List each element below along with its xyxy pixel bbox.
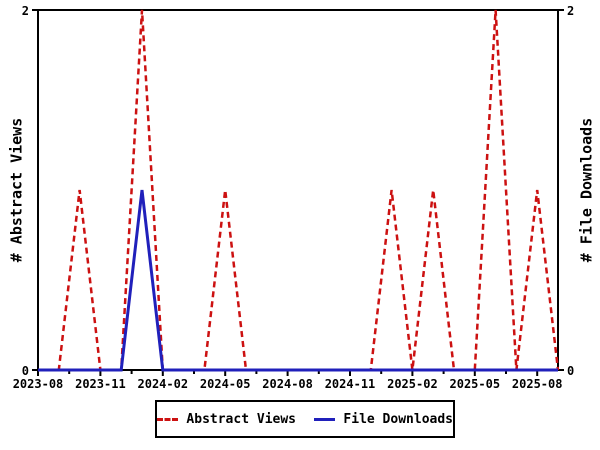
y-tick-label-left: 2 (22, 4, 29, 18)
abstract-views-line (38, 9, 560, 372)
x-tick-label: 2025-02 (387, 377, 438, 391)
x-tick-label: 2023-08 (13, 377, 64, 391)
legend: Abstract Views File Downloads (155, 400, 455, 438)
x-tick-label: 2024-05 (200, 377, 251, 391)
x-tick-label: 2024-11 (325, 377, 376, 391)
file-downloads-line (38, 189, 558, 372)
file-downloads-legend-label: File Downloads (343, 411, 453, 427)
x-tick-label: 2023-11 (75, 377, 126, 391)
x-tick-label: 2024-02 (138, 377, 189, 391)
abstract-views-legend-label: Abstract Views (186, 411, 296, 427)
plot-border (37, 9, 559, 371)
y-tick-label-right: 2 (567, 4, 574, 18)
y-tick-label-left: 0 (22, 364, 29, 378)
x-tick-label: 2024-08 (262, 377, 313, 391)
x-tick-label: 2025-08 (512, 377, 563, 391)
abstract-views-legend-line (157, 417, 179, 421)
y-tick-label-right: 0 (567, 364, 574, 378)
file-downloads-legend-line (314, 417, 336, 421)
x-tick-label: 2025-05 (450, 377, 501, 391)
